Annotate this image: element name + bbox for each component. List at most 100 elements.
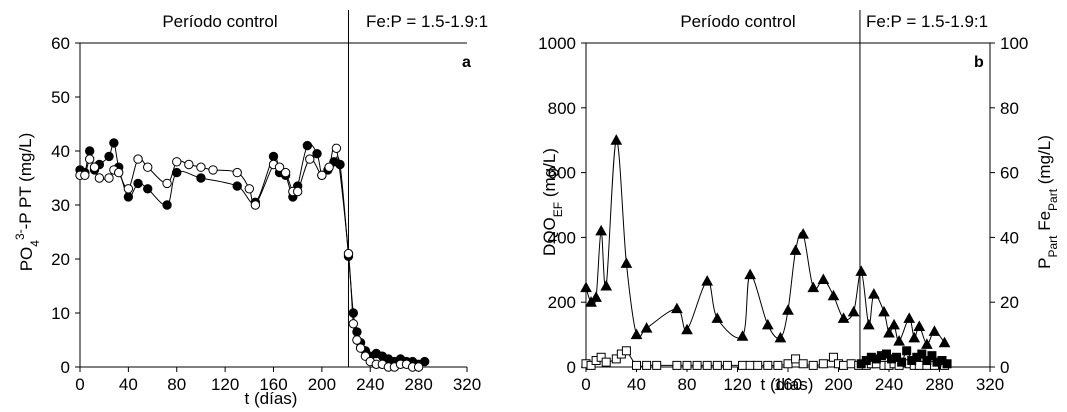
y-tick-label-right: 80 [1000, 99, 1019, 118]
data-point-open-square [601, 357, 611, 367]
data-point-filled-triangle [789, 244, 802, 255]
series-open-circle [75, 143, 424, 372]
data-point-filled-triangle [903, 312, 916, 323]
panel-a: 0 40 80 120 160 200 240 280 320 0 10 20 30 40 50 60 Per… [13, 10, 488, 408]
panel-b-letter: b [974, 54, 984, 71]
panel-a-letter: a [462, 54, 471, 71]
data-point-open-circle [250, 200, 261, 210]
data-point-open-square [846, 359, 856, 369]
data-point-filled-triangle [938, 336, 951, 348]
data-point-filled-triangle [590, 291, 602, 302]
data-point-filled-triangle [827, 289, 840, 301]
data-point-open-circle [80, 170, 90, 181]
y-tick-label: 0 [61, 358, 70, 377]
data-point-filled-triangle [782, 304, 794, 315]
data-point-open-square [672, 360, 682, 370]
panel-a-y-title-sub: 4 [28, 240, 42, 247]
data-point-open-circle [324, 162, 334, 172]
data-point-filled-circle [312, 149, 322, 159]
data-point-open-circle [94, 173, 105, 183]
data-point-filled-circle [196, 173, 206, 183]
data-point-filled-triangle [878, 305, 890, 317]
data-point-open-circle [196, 162, 206, 172]
x-tick-label: 40 [627, 375, 646, 394]
panel-b-y-title-right: PPart FePart (mg/L) [1035, 135, 1060, 269]
data-point-filled-triangle [862, 318, 875, 330]
data-point-open-circle [184, 159, 194, 170]
data-point-open-square [621, 346, 631, 356]
data-point-open-circle [114, 167, 124, 178]
x-tick-label: 120 [211, 375, 239, 394]
data-point-filled-circle [335, 159, 345, 170]
panel-a-control-period: Período control [162, 12, 277, 31]
panel-b-ticks: 0 40 80 120 160 200 240 280 32002004006008001000… [538, 34, 1028, 394]
data-point-open-square [682, 360, 692, 370]
data-point-open-circle [352, 335, 362, 345]
y-tick-label: 1000 [538, 34, 576, 53]
x-tick-label: 40 [119, 375, 138, 394]
data-point-open-square [586, 360, 596, 370]
x-tick-label: 120 [723, 375, 751, 394]
data-point-open-circle [123, 184, 134, 194]
data-point-open-square [738, 360, 748, 370]
data-point-open-circle [305, 154, 315, 164]
data-point-filled-triangle [868, 288, 880, 299]
data-point-open-circle [104, 173, 114, 183]
data-point-filled-circle [302, 140, 313, 151]
y-tick-label-right: 0 [1000, 358, 1009, 377]
data-point-open-circle [133, 154, 143, 164]
data-point-open-square [642, 360, 652, 370]
data-point-open-square [611, 354, 621, 364]
series-filled-circle [75, 138, 430, 369]
data-point-open-circle [89, 162, 100, 172]
y-tick-label-right: 40 [1000, 228, 1019, 247]
x-tick-label: 80 [167, 375, 186, 394]
data-point-filled-circle [348, 308, 359, 318]
data-point-filled-square [902, 346, 912, 356]
data-point-filled-triangle [913, 320, 926, 331]
panel-b: 0 40 80 120 160 200 240 280 32002004006008001000… [538, 10, 1060, 394]
data-point-open-circle [355, 343, 366, 353]
panel-a-marks [75, 138, 430, 372]
data-point-filled-triangle [580, 281, 592, 293]
series-line [79, 144, 419, 368]
data-point-filled-triangle [701, 275, 714, 286]
data-point-filled-circle [143, 184, 153, 194]
data-point-open-circle [244, 184, 255, 194]
panel-a-fe-ratio: Fe:P = 1.5-1.9:1 [366, 12, 488, 31]
y-tick-label-right: 100 [1000, 34, 1028, 53]
y-tick-label: 30 [51, 196, 70, 215]
panel-b-control-period: Período control [680, 12, 795, 31]
data-point-open-square [722, 360, 732, 370]
data-point-filled-triangle [595, 224, 607, 236]
data-point-filled-circle [104, 151, 114, 162]
data-point-open-circle [317, 170, 327, 181]
data-point-filled-circle [133, 178, 143, 189]
data-point-filled-square [881, 349, 891, 359]
data-point-open-square [753, 360, 763, 370]
data-point-filled-triangle [640, 322, 653, 333]
panel-b-marks [580, 134, 952, 370]
data-point-filled-triangle [761, 318, 774, 330]
data-point-filled-triangle [797, 228, 809, 239]
data-point-open-square [632, 360, 641, 370]
y-tick-label: 50 [51, 88, 70, 107]
data-point-open-circle [84, 154, 95, 164]
data-point-filled-triangle [921, 338, 933, 349]
data-point-filled-triangle [807, 281, 820, 293]
data-point-open-circle [208, 165, 218, 175]
series-filled-square [856, 346, 952, 369]
data-point-open-square [773, 360, 783, 370]
panel-b-fe-ratio: Fe:P = 1.5-1.9:1 [866, 12, 988, 31]
data-point-filled-circle [109, 138, 119, 148]
data-point-open-circle [232, 167, 242, 178]
data-point-filled-square [892, 352, 902, 362]
data-point-filled-triangle [774, 331, 787, 343]
x-tick-label: 0 [581, 375, 590, 394]
data-point-open-square [783, 359, 793, 369]
data-point-filled-circle [162, 200, 172, 210]
panel-b-y-title-right-sub2: Part [1046, 188, 1060, 211]
data-point-filled-square [917, 349, 927, 359]
x-tick-label: 80 [678, 375, 697, 394]
